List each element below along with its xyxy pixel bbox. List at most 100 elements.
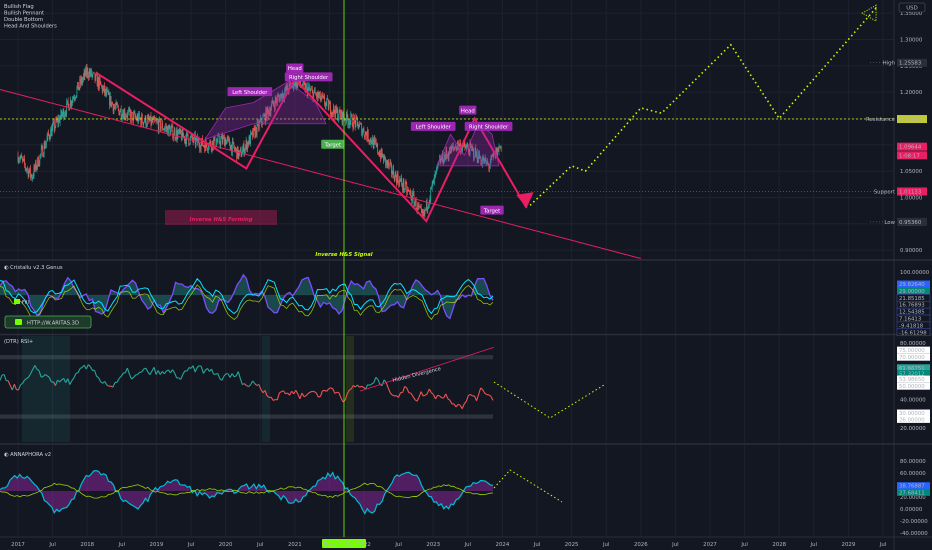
price-candle-body — [444, 155, 445, 163]
price-candle-body — [122, 113, 123, 118]
rsi-overbought-band — [0, 355, 493, 360]
price-candle-body — [375, 141, 377, 146]
price-candle-body — [318, 95, 320, 98]
rsi-segment — [359, 385, 362, 388]
price-candle-body — [476, 151, 478, 160]
price-candle-body — [160, 119, 161, 130]
price-candle-body — [438, 161, 440, 165]
rsi-segment — [367, 384, 370, 386]
price-candle-body — [102, 88, 104, 93]
price-candle-body — [284, 91, 286, 99]
price-candle-body — [133, 113, 134, 122]
price-candle-body — [162, 129, 164, 131]
price-candle-body — [108, 92, 110, 95]
rsi-segment — [149, 370, 153, 375]
price-candle-body — [305, 85, 307, 92]
price-candle-body — [37, 157, 39, 167]
rsi-segment — [69, 380, 73, 385]
price-candle-body — [45, 141, 47, 145]
price-candle-body — [92, 72, 94, 75]
price-candle-body — [181, 129, 183, 141]
price-candle-body — [223, 136, 224, 138]
rsi-segment — [461, 403, 465, 409]
rsi-segment — [330, 387, 334, 390]
price-candle-body — [319, 91, 321, 101]
osc1-value-label: 7.16413 — [899, 317, 921, 323]
rsi-segment — [346, 389, 350, 395]
price-candle-body — [231, 141, 233, 153]
rsi-axis-tick: 20.00000 — [900, 426, 926, 432]
price-candle-body — [170, 127, 172, 130]
pattern-tag-box — [321, 139, 345, 149]
osc1-badge-icon — [15, 319, 22, 325]
price-candle-body — [323, 96, 325, 98]
price-candle-body — [256, 122, 258, 136]
price-candle-body — [359, 123, 361, 125]
price-candle-body — [279, 95, 281, 102]
price-candle-body — [177, 132, 179, 139]
price-candle-body — [179, 128, 181, 133]
price-candle-body — [328, 103, 330, 110]
price-candle-body — [114, 106, 115, 108]
price-candle-body — [465, 147, 466, 149]
price-candle-body — [87, 68, 89, 76]
price-candle-body — [421, 209, 423, 213]
price-panel[interactable] — [0, 4, 894, 260]
price-candle-body — [457, 141, 458, 148]
price-candle-body — [385, 157, 387, 165]
price-candle-body — [193, 135, 195, 142]
price-candle-body — [482, 157, 484, 160]
oscillator-2-panel[interactable]: ◐ ANNAPHORA v2 — [0, 452, 563, 515]
price-candle-body — [464, 142, 466, 148]
price-candle-body — [415, 199, 417, 210]
price-candle-body — [128, 108, 130, 111]
rsi-segment — [455, 404, 459, 408]
price-candle-body — [278, 95, 280, 98]
price-candle-body — [336, 109, 338, 113]
price-candle-body — [168, 125, 169, 136]
osc1-value-label: 21.85185 — [899, 296, 925, 302]
price-candle-body — [136, 116, 138, 121]
oscillator-1-panel[interactable]: ◐ Cristallu v2.3 Genus HTTP://W.ARITAS.3D… — [0, 265, 494, 329]
price-candle-body — [249, 136, 251, 144]
price-candle-body — [101, 86, 103, 93]
rsi-segment — [439, 395, 443, 399]
currency-button[interactable] — [898, 2, 926, 13]
price-candle-body — [188, 138, 190, 145]
osc1-badge-text: HTTP://W.ARITAS.3D — [27, 321, 79, 327]
rsi-segment — [410, 392, 414, 397]
rsi-segment — [196, 365, 200, 368]
price-candle-body — [81, 78, 83, 83]
price-candle-body — [93, 72, 95, 74]
rsi-segment — [463, 400, 467, 405]
price-candle-body — [370, 138, 372, 143]
price-candle-body — [48, 132, 49, 135]
rsi-segment — [402, 386, 406, 393]
rsi-segment — [135, 373, 138, 376]
osc2-projection-line — [493, 469, 563, 503]
rsi-segment — [435, 395, 439, 400]
price-candle-body — [69, 108, 70, 111]
price-candle-body — [69, 100, 71, 109]
rsi-value-box — [897, 382, 930, 390]
price-candle-body — [394, 177, 395, 182]
price-candle-body — [146, 125, 147, 127]
osc1-badge-box[interactable] — [4, 315, 92, 329]
rsi-segment — [63, 378, 67, 383]
price-candle-body — [266, 107, 268, 121]
price-candle-body — [267, 107, 269, 111]
price-label-value: 1.01133 — [899, 189, 921, 195]
price-candle-body — [425, 200, 427, 209]
price-candle-body — [442, 152, 444, 164]
price-candle-body — [78, 87, 80, 90]
price-candle-body — [194, 134, 196, 145]
price-candle-body — [165, 126, 167, 130]
price-candle-body — [372, 138, 374, 149]
price-candle-body — [473, 148, 474, 158]
price-candle-body — [394, 172, 396, 182]
price-candle-body — [40, 154, 41, 156]
rsi-segment — [299, 392, 303, 399]
rsi-value-box — [897, 415, 930, 423]
rsi-value-box — [897, 375, 930, 383]
